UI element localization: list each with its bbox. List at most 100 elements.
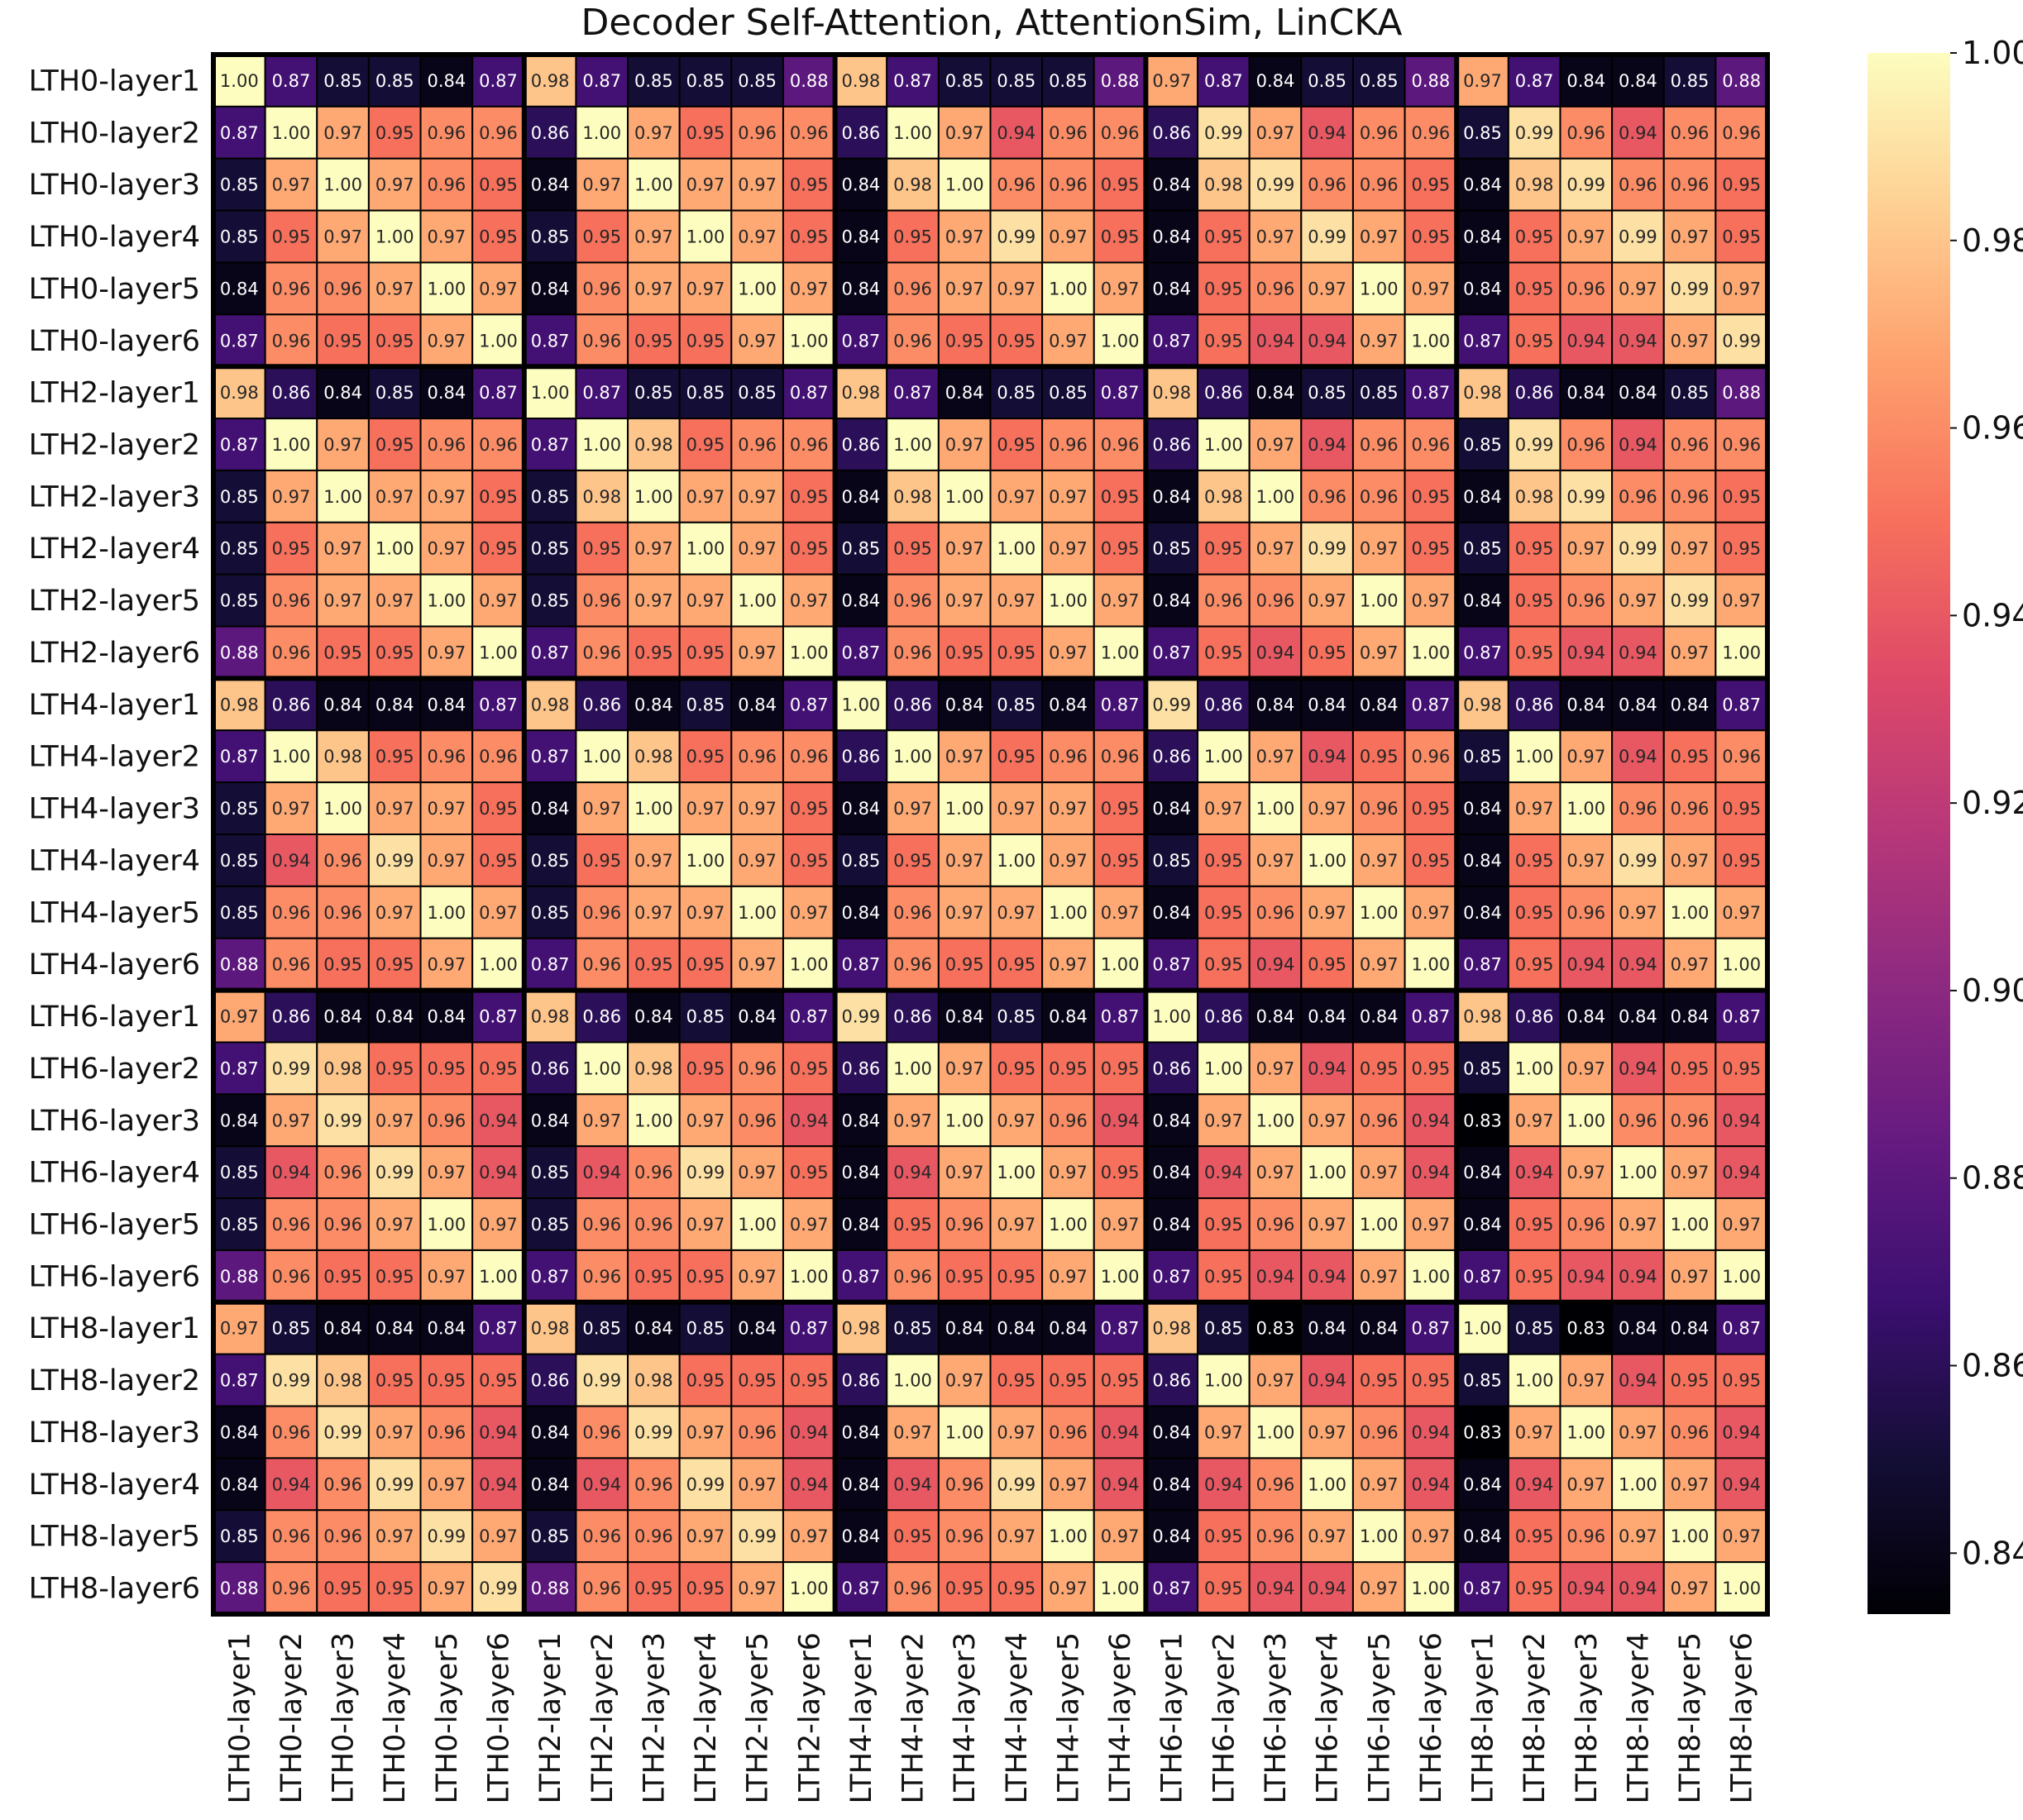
cell-value-label: 0.85	[220, 1215, 259, 1235]
column-tick-label: LTH0-layer4	[379, 1632, 412, 1803]
heatmap-frame	[211, 52, 1770, 1617]
cell-value-label: 0.94	[893, 1163, 932, 1182]
cell-value-label: 0.97	[945, 1058, 984, 1078]
cell-value-label: 1.00	[272, 747, 311, 767]
cell-value-label: 0.84	[1152, 903, 1191, 923]
heatmap-cell	[1456, 261, 1509, 316]
cell-value-label: 0.87	[479, 1319, 518, 1339]
heatmap-cell	[886, 1041, 940, 1096]
cell-value-label: 0.95	[686, 123, 725, 143]
cell-value-label: 0.94	[1412, 1474, 1451, 1494]
cell-value-label: 0.98	[531, 1007, 570, 1027]
heatmap-cell	[1351, 1249, 1406, 1303]
cell-value-label: 0.98	[1463, 695, 1502, 714]
heatmap-cell	[1093, 781, 1147, 836]
heatmap-cell	[575, 989, 629, 1044]
heatmap-cell	[213, 834, 266, 887]
heatmap-cell	[575, 209, 629, 264]
cell-value-label: 0.96	[582, 331, 621, 351]
cell-value-label: 0.96	[1671, 1111, 1710, 1130]
cell-value-label: 0.85	[220, 851, 259, 871]
heatmap-cell	[316, 1197, 370, 1251]
heatmap-cell	[1662, 54, 1717, 107]
cell-value-label: 0.97	[1308, 279, 1346, 299]
heatmap-cell	[213, 209, 266, 264]
cell-value-label: 0.97	[1360, 1474, 1399, 1494]
cell-value-label: 0.97	[1049, 799, 1088, 819]
heatmap-cell	[316, 781, 370, 836]
column-tick-label: LTH2-layer6	[793, 1632, 826, 1803]
cell-value-label: 0.88	[220, 1579, 259, 1598]
heatmap-cell	[1662, 418, 1717, 471]
heatmap-cell	[1248, 157, 1303, 212]
row-tick-label: LTH2-layer5	[29, 585, 200, 618]
cell-value-label: 0.85	[1308, 383, 1346, 403]
cell-value-label: 0.95	[1101, 487, 1140, 507]
cell-value-label: 0.94	[479, 1111, 518, 1130]
heatmap-cell	[1145, 261, 1199, 316]
cell-value-label: 0.96	[1566, 279, 1605, 299]
cell-value-label: 0.96	[790, 435, 829, 455]
cell-value-label: 0.95	[479, 175, 518, 195]
heatmap-cell	[1197, 469, 1251, 523]
heatmap-cell	[575, 1405, 629, 1459]
heatmap-cell	[989, 885, 1044, 939]
cell-value-label: 0.87	[582, 383, 621, 403]
cell-value-label: 0.97	[686, 1422, 725, 1442]
cell-value-label: 0.96	[1256, 1526, 1295, 1546]
cell-value-label: 0.95	[375, 1579, 414, 1598]
cell-value-label: 0.95	[686, 1371, 725, 1391]
heatmap-cell	[523, 418, 577, 471]
column-tick-label: LTH4-layer4	[1001, 1632, 1034, 1803]
heatmap-cell	[782, 1457, 836, 1512]
cell-value-label: 0.97	[323, 539, 362, 559]
cell-value-label: 0.94	[1256, 955, 1295, 975]
cell-value-label: 0.95	[479, 799, 518, 819]
heatmap-cell	[1715, 625, 1769, 680]
heatmap-cell	[989, 834, 1044, 887]
heatmap-cell	[1197, 418, 1251, 471]
heatmap-cell	[834, 209, 888, 264]
cell-value-label: 1.00	[1101, 331, 1140, 351]
heatmap-cell	[1715, 1041, 1769, 1096]
heatmap-cell	[730, 261, 784, 316]
cell-value-label: 1.00	[790, 1579, 829, 1598]
heatmap-cell	[937, 157, 992, 212]
cell-value-label: 0.96	[1256, 1215, 1295, 1235]
cell-value-label: 1.00	[893, 1058, 932, 1078]
heatmap-cell	[1041, 418, 1095, 471]
cell-value-label: 0.97	[1671, 1267, 1710, 1287]
cell-value-label: 0.94	[1722, 1163, 1761, 1182]
cell-value-label: 0.84	[1463, 227, 1502, 247]
heatmap-cell	[834, 989, 888, 1044]
heatmap-cell	[937, 521, 992, 576]
heatmap-cell	[1300, 209, 1354, 264]
cell-value-label: 0.98	[1463, 1007, 1502, 1027]
heatmap-cell	[1559, 885, 1614, 939]
cell-value-label: 0.83	[1566, 1319, 1605, 1339]
cell-value-label: 0.87	[1722, 1007, 1761, 1027]
heatmap-cell	[1715, 1145, 1769, 1200]
cell-value-label: 0.95	[1308, 642, 1346, 662]
cell-value-label: 0.96	[1256, 1474, 1295, 1494]
cell-value-label: 0.96	[427, 747, 466, 767]
cell-value-label: 0.84	[323, 383, 362, 403]
cell-value-label: 0.84	[1152, 1422, 1191, 1442]
heatmap-cell	[627, 937, 681, 991]
heatmap-cell	[1404, 625, 1458, 680]
heatmap-cell	[367, 989, 422, 1044]
row-tick-label: LTH8-layer2	[29, 1364, 200, 1397]
heatmap-cell	[1248, 937, 1303, 991]
heatmap-cell	[1559, 729, 1614, 784]
cell-value-label: 0.95	[1204, 642, 1243, 662]
cell-value-label: 0.95	[686, 435, 725, 455]
cell-value-label: 0.84	[842, 591, 881, 611]
cell-value-label: 0.84	[1152, 175, 1191, 195]
cell-value-label: 0.87	[893, 71, 932, 91]
cell-value-label: 0.96	[634, 1526, 673, 1546]
heatmap-cell	[316, 625, 370, 680]
cell-value-label: 0.96	[634, 1163, 673, 1182]
heatmap-cell	[1456, 157, 1509, 212]
cell-value-label: 0.85	[1463, 1371, 1502, 1391]
heatmap-cell	[471, 313, 525, 368]
